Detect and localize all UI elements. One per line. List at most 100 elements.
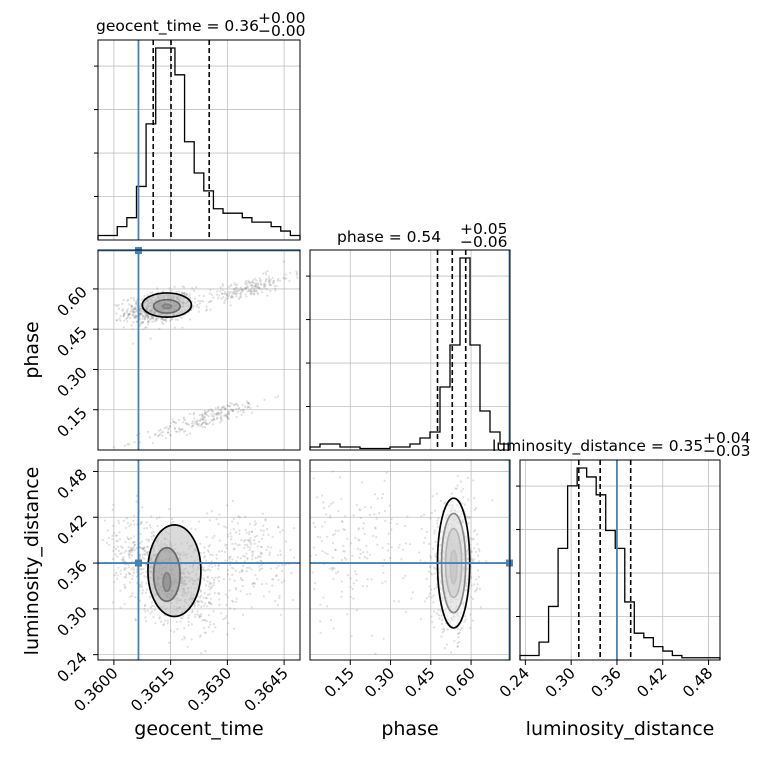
sample-point [477,569,480,572]
sample-point [195,423,198,426]
sample-point [132,566,135,570]
sample-point [141,310,144,313]
sample-point [464,614,467,618]
sample-point [208,421,212,424]
sample-point [131,547,135,550]
sample-point [220,411,224,414]
sample-point [255,289,258,293]
sample-point [389,521,392,525]
sample-point [388,504,391,507]
sample-point [141,547,144,550]
sample-point [238,296,241,299]
sample-point [471,560,475,563]
sample-point [225,547,228,550]
sample-point [208,588,211,591]
sample-point [144,314,148,317]
sample-point [147,550,150,553]
sample-point [243,560,246,563]
sample-point [253,542,256,545]
sample-point [168,424,171,428]
sample-point [424,536,427,539]
sample-point [206,576,209,579]
sample-point [203,592,206,595]
sample-point [231,520,234,523]
sample-point [321,525,324,528]
sample-point [200,422,203,426]
sample-point [208,544,211,547]
x-tick-label-luminosity_distance: 0.42 [633,664,670,701]
sample-point [208,581,212,584]
sample-point [223,414,226,417]
sample-point [226,504,229,507]
sample-point [145,582,148,585]
sample-point [194,286,198,289]
sample-point [221,406,224,409]
sample-point [201,416,204,419]
sample-point [146,551,149,554]
sample-point [241,288,244,291]
sample-point [265,582,268,585]
sample-point [179,620,182,623]
sample-point [113,531,116,534]
sample-point [334,529,337,533]
sample-point [140,312,143,316]
sample-point [461,502,464,505]
sample-point [220,292,224,295]
sample-point [212,610,215,613]
sample-point [206,575,210,578]
sample-point [251,582,254,586]
sample-point [173,326,176,329]
sample-point [349,542,353,545]
sample-point [114,548,118,551]
sample-point [216,412,219,416]
sample-point [129,310,132,313]
sample-point [243,515,247,518]
sample-point [140,298,143,301]
sample-point [229,401,232,405]
sample-point [248,289,251,293]
sample-point [133,543,136,546]
sample-point [258,554,261,558]
sample-point [434,540,437,543]
sample-point [274,287,277,290]
sample-point [128,572,131,575]
sample-point [154,433,157,436]
sample-point [469,576,473,579]
sample-point [351,554,354,557]
sample-point [354,536,357,539]
sample-point [237,297,241,301]
sample-point [260,553,263,556]
sample-point [259,529,263,532]
sample-point [231,499,235,503]
sample-point [161,318,164,321]
sample-point [101,538,104,542]
sample-point [150,601,154,604]
sample-point [355,579,358,582]
sample-point [207,550,210,553]
sample-point [237,288,240,291]
sample-point [326,535,329,538]
sample-point [269,567,273,570]
sample-point [130,549,133,552]
sample-point [254,285,257,288]
x-tick-label-phase: 0.60 [442,664,479,701]
sample-point [359,509,362,512]
sample-point [433,529,436,532]
sample-point [355,503,358,507]
sample-point [120,558,123,562]
sample-point [203,618,206,622]
sample-point [143,608,146,611]
sample-point [130,304,134,307]
sample-point [243,546,246,549]
sample-point [231,291,234,294]
sample-point [185,433,188,437]
sample-point [376,543,379,546]
sample-point [241,403,244,407]
sample-point [209,289,212,292]
sample-point [425,577,428,581]
sample-point [126,315,130,319]
sample-point [146,609,150,612]
sample-point [267,277,271,280]
sample-point [124,576,127,579]
title-luminosity-distance: luminosity_distance = 0.35 [492,437,703,456]
